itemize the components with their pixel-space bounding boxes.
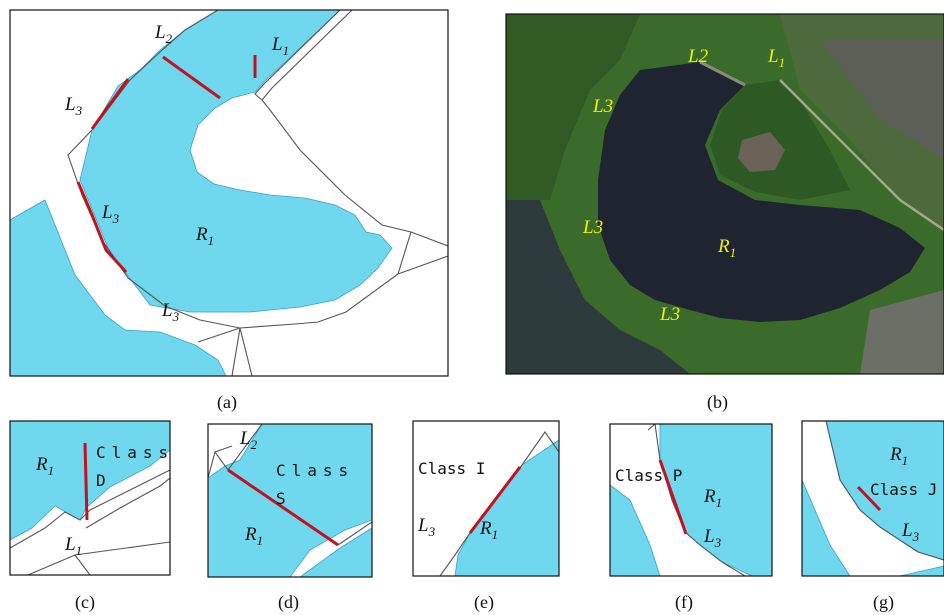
label-l1: L1 <box>271 34 289 58</box>
panel-f: Class P R1 L3 (f) <box>609 423 773 613</box>
lower-water-polygon <box>10 199 227 376</box>
panel-e-l3: L3 <box>417 515 436 539</box>
panel-g-r1: R1 <box>889 444 908 468</box>
sat-label-l1: L1 <box>767 46 785 70</box>
panel-c-l1: L1 <box>64 534 82 558</box>
label-l3-upper: L3 <box>64 94 83 118</box>
sat-label-l3-lower: L3 <box>659 304 680 325</box>
panel-g-class-text: Class J <box>870 480 937 499</box>
sat-label-r1: R1 <box>717 236 736 260</box>
label-r1: R1 <box>195 224 214 248</box>
red-segment-l2 <box>162 55 221 100</box>
panel-c: Class D R1 L1 (c) <box>9 420 174 613</box>
panel-d-r1: R1 <box>244 524 263 548</box>
panel-c-class-text: Class <box>96 443 174 462</box>
panel-f-l3: L3 <box>703 526 722 550</box>
road-network <box>67 10 412 329</box>
label-l3-lower: L3 <box>161 300 180 324</box>
panel-e: Class I L3 R1 (e) <box>412 420 560 613</box>
panel-f-r1: R1 <box>703 486 722 510</box>
panel-f-class-text: Class P <box>615 466 682 485</box>
panel-c-red-segment <box>83 442 89 521</box>
panel-f-red-segment <box>658 459 688 535</box>
label-l3-middle: L3 <box>101 202 120 226</box>
sat-label-l3-middle: L3 <box>582 217 603 238</box>
caption-e: (e) <box>474 592 494 613</box>
caption-a: (a) <box>217 392 237 413</box>
panel-d-red-segment <box>227 468 339 547</box>
panel-c-class-letter: D <box>96 471 106 490</box>
panel-a: L1 L2 L3 L3 L3 R1 (a) <box>9 9 449 413</box>
panel-c-r1: R1 <box>35 454 54 478</box>
caption-c: (c) <box>75 592 95 613</box>
panel-g: R1 Class J L3 (g) <box>801 420 944 613</box>
caption-b: (b) <box>707 392 728 413</box>
label-l2: L2 <box>154 22 173 46</box>
caption-f: (f) <box>675 592 693 613</box>
panel-e-class-text: Class I <box>418 459 485 478</box>
panel-a-frame <box>9 9 449 377</box>
panel-b-frame <box>505 13 944 375</box>
caption-g: (g) <box>873 592 894 613</box>
panel-d: L2 Class S R1 (d) <box>207 423 373 613</box>
satellite-lake <box>598 62 925 322</box>
red-segment-l3-lower <box>76 181 128 274</box>
panel-d-l2: L2 <box>239 428 258 452</box>
red-segment-l3-upper <box>90 78 130 130</box>
caption-d: (d) <box>278 592 299 613</box>
panel-d-water <box>208 424 372 577</box>
panel-e-red-segment <box>468 466 522 534</box>
sat-label-l2: L2 <box>687 46 709 67</box>
panel-d-class-letter: S <box>276 489 286 508</box>
panel-b: L1 L2 L3 L3 L3 R1 (b) <box>505 13 944 413</box>
sat-label-l3-upper: L3 <box>592 96 613 117</box>
panel-e-r1: R1 <box>479 518 498 542</box>
panel-d-class-text: Class <box>276 461 354 480</box>
lake-r1-polygon <box>79 10 393 313</box>
panel-g-red-segment <box>856 485 882 512</box>
panel-g-l3: L3 <box>901 520 920 544</box>
